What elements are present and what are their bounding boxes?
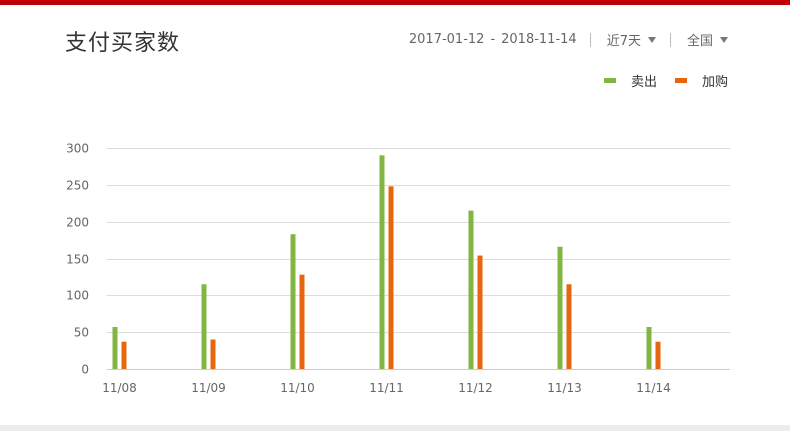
x-tick-label: 11/12 (458, 381, 493, 395)
x-tick-label: 11/10 (280, 381, 315, 395)
y-tick-label: 200 (66, 216, 89, 230)
bar-sell (379, 155, 385, 369)
legend-swatch-sell (603, 78, 616, 83)
legend-label-sell: 卖出 (630, 75, 657, 90)
bar-chart: 0 50 100 150 200 250 300 11/08 11/09 11/10 11/11 11… (66, 142, 730, 395)
start-date: 2017-01-12 (408, 32, 485, 47)
bar-cart (121, 341, 127, 369)
bar-cart (655, 341, 661, 369)
legend-label-cart: 加购 (701, 75, 728, 90)
y-tick-label: 300 (66, 142, 89, 156)
period-dropdown[interactable]: 近7天 (591, 30, 656, 49)
x-tick-label: 11/08 (102, 381, 137, 395)
bar-sell (201, 284, 207, 369)
y-tick-label: 150 (66, 253, 89, 267)
x-tick-label: 11/11 (369, 381, 404, 395)
end-date: 2018-11-14 (501, 32, 577, 47)
bar-sell (290, 234, 296, 369)
y-tick-label: 250 (66, 179, 89, 193)
caret-down-icon (647, 36, 656, 43)
bar-cart (388, 186, 394, 369)
bar-sell (112, 327, 118, 369)
date-separator: - (490, 32, 496, 47)
toolbar-divider (589, 32, 591, 47)
legend-swatch-cart (674, 78, 687, 83)
legend-item-cart[interactable]: 加购 (674, 71, 728, 90)
date-range[interactable]: 2017-01-12-2018-11-14 (409, 32, 590, 47)
legend-item-sell[interactable]: 卖出 (603, 71, 657, 90)
x-tick-label: 11/14 (636, 381, 671, 395)
y-tick-label: 100 (66, 289, 89, 303)
toolbar-divider (669, 32, 671, 47)
caret-down-icon (720, 36, 728, 43)
bar-sell (557, 246, 563, 369)
bar-sell (646, 327, 652, 369)
bar-cart (477, 255, 483, 369)
y-tick-label: 50 (74, 326, 89, 340)
chart-legend: 卖出 加购 (586, 71, 728, 90)
page-title: 支付买家数 (65, 31, 181, 56)
region-label: 全国 (686, 34, 713, 49)
bar-sell (468, 210, 474, 369)
bar-cart (566, 284, 572, 369)
bar-cart (299, 274, 305, 369)
bar-cart (210, 339, 216, 369)
y-tick-label: 0 (81, 363, 89, 377)
x-tick-label: 11/09 (191, 381, 226, 395)
x-tick-label: 11/13 (547, 381, 582, 395)
toolbar: 2017-01-12-2018-11-14 近7天 全国 (409, 30, 728, 49)
period-label: 近7天 (606, 34, 641, 49)
region-dropdown[interactable]: 全国 (671, 30, 728, 49)
